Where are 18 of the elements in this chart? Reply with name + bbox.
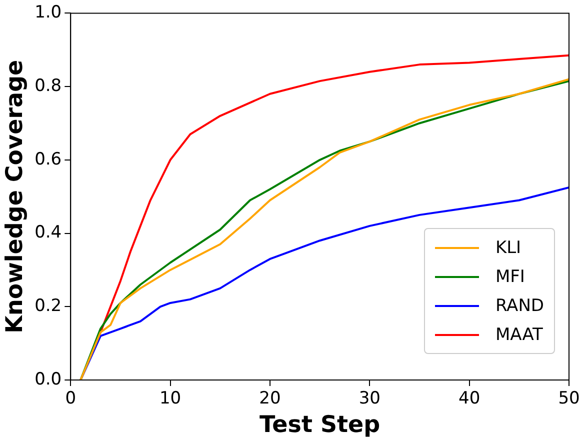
x-tick-label: 30	[358, 388, 380, 409]
x-tick-label: 20	[259, 388, 281, 409]
x-tick-label: 40	[458, 388, 480, 409]
y-tick-label: 0.8	[34, 76, 62, 96]
legend-label: RAND	[495, 296, 544, 316]
y-tick-label: 0.2	[34, 296, 62, 316]
y-tick-label: 0.4	[34, 222, 62, 243]
y-axis-title: Knowledge Coverage	[2, 60, 28, 334]
x-tick-label: 50	[558, 388, 580, 409]
legend-label: KLI	[495, 238, 522, 258]
y-tick-label: 0.0	[34, 369, 62, 390]
y-tick-label: 1.0	[34, 2, 62, 23]
x-tick-label: 0	[65, 388, 76, 409]
y-tick-label: 0.6	[34, 149, 62, 170]
x-tick-label: 10	[159, 388, 182, 409]
legend-label: MAAT	[495, 324, 543, 344]
x-axis-title: Test Step	[260, 412, 380, 438]
legend-label: MFI	[495, 266, 525, 286]
